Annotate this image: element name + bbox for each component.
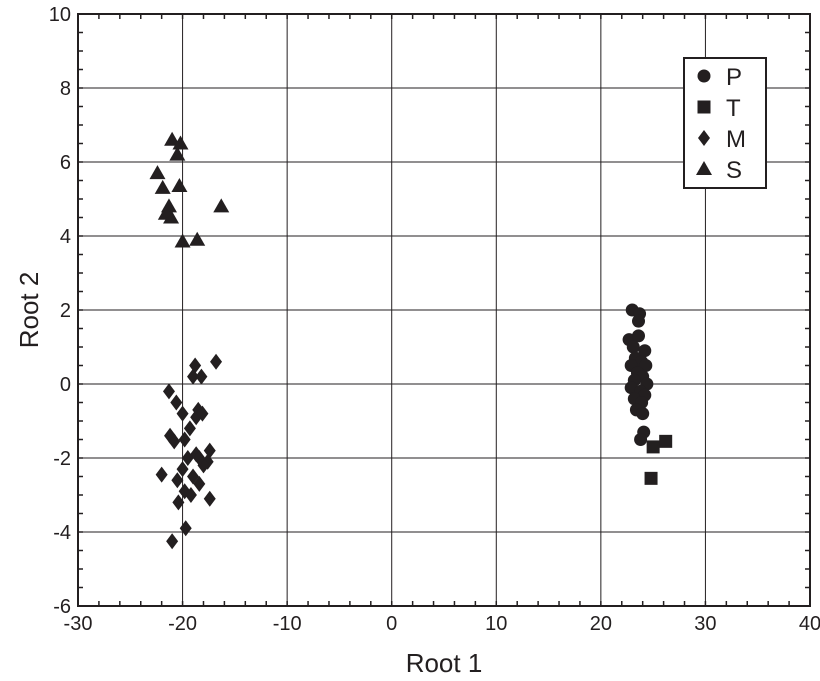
- data-point-diamond: [189, 357, 202, 374]
- data-point-triangle: [149, 165, 166, 180]
- x-axis-title: Root 1: [406, 648, 483, 678]
- y-tick-label: 0: [60, 374, 71, 396]
- legend-label: T: [726, 95, 741, 122]
- data-point-diamond: [166, 533, 179, 550]
- x-tick-label: 20: [590, 613, 612, 635]
- x-tick-label: 0: [386, 613, 397, 635]
- series-P: [622, 303, 654, 446]
- x-tick-label: -30: [64, 613, 93, 635]
- data-point-diamond: [184, 487, 197, 503]
- legend-box: [683, 57, 767, 189]
- data-point-square: [644, 471, 658, 485]
- data-point-circle: [639, 359, 653, 372]
- data-point-diamond: [171, 472, 184, 489]
- data-point-diamond: [195, 368, 208, 385]
- data-point-diamond: [176, 461, 189, 478]
- data-point-diamond: [196, 405, 209, 422]
- data-point-diamond: [176, 405, 189, 422]
- x-tick-label: 40: [799, 613, 820, 635]
- y-axis-title: Root 2: [14, 272, 44, 349]
- data-point-circle: [632, 314, 646, 328]
- data-point-square: [659, 434, 673, 448]
- legend-label: P: [726, 64, 742, 91]
- x-tick-label: 10: [485, 613, 507, 635]
- series-M: [155, 353, 223, 550]
- y-tick-label: -6: [53, 596, 71, 618]
- y-tick-label: 2: [60, 300, 71, 322]
- x-tick-label: 30: [694, 613, 716, 635]
- y-tick-label: -2: [53, 448, 71, 470]
- legend-entry-P: P: [697, 64, 742, 91]
- data-point-triangle: [171, 178, 188, 193]
- y-tick-label: -4: [53, 522, 71, 544]
- data-point-square: [646, 440, 660, 454]
- data-point-circle: [636, 407, 650, 421]
- data-point-circle: [638, 344, 652, 358]
- legend-marker-triangle: [696, 161, 712, 175]
- series-T: [644, 434, 673, 485]
- y-axis-tick-labels: -6 -4 -2 0 2 4 6 8 10: [49, 4, 71, 618]
- x-axis-tick-labels: -30 -20 -10 0 10 20 30 40: [64, 613, 820, 635]
- legend-marker-square: [697, 100, 711, 114]
- legend-entry-T: T: [697, 95, 741, 122]
- data-point-diamond: [203, 490, 216, 507]
- data-points: [149, 131, 673, 550]
- data-point-diamond: [187, 368, 200, 385]
- data-point-circle: [626, 340, 640, 354]
- axis-ticks: [78, 14, 810, 606]
- x-tick-label: -20: [168, 613, 197, 635]
- data-point-triangle: [163, 209, 180, 224]
- data-point-diamond: [193, 475, 206, 492]
- data-point-circle: [632, 329, 646, 343]
- data-point-diamond: [203, 442, 216, 459]
- legend-label: S: [726, 157, 742, 184]
- legend-marker-circle: [697, 69, 711, 83]
- y-tick-label: 4: [60, 226, 71, 248]
- legend-entry-S: S: [696, 157, 742, 184]
- data-point-triangle: [172, 135, 189, 150]
- y-tick-label: 10: [49, 4, 71, 26]
- series-S: [149, 131, 230, 248]
- data-point-diamond: [168, 433, 181, 450]
- data-point-triangle: [174, 233, 191, 248]
- data-point-diamond: [179, 520, 192, 537]
- data-point-triangle: [169, 146, 186, 161]
- data-point-triangle: [164, 131, 181, 146]
- legend-marker-diamond: [698, 130, 710, 146]
- legend-label: M: [726, 126, 746, 153]
- data-point-diamond: [170, 394, 183, 411]
- data-point-diamond: [162, 383, 175, 400]
- data-point-triangle: [154, 179, 171, 194]
- data-point-diamond: [172, 494, 185, 511]
- data-point-diamond: [183, 420, 196, 437]
- data-point-circle: [634, 433, 648, 446]
- data-point-triangle: [189, 231, 206, 246]
- data-point-diamond: [181, 450, 194, 466]
- legend-entry-M: M: [698, 126, 746, 153]
- data-point-triangle: [213, 198, 230, 213]
- y-tick-label: 8: [60, 78, 71, 100]
- x-tick-label: -10: [273, 613, 302, 635]
- data-point-diamond: [178, 431, 191, 448]
- data-point-diamond: [210, 353, 223, 370]
- data-point-diamond: [155, 466, 168, 483]
- data-point-diamond: [193, 450, 206, 466]
- y-tick-label: 6: [60, 152, 71, 174]
